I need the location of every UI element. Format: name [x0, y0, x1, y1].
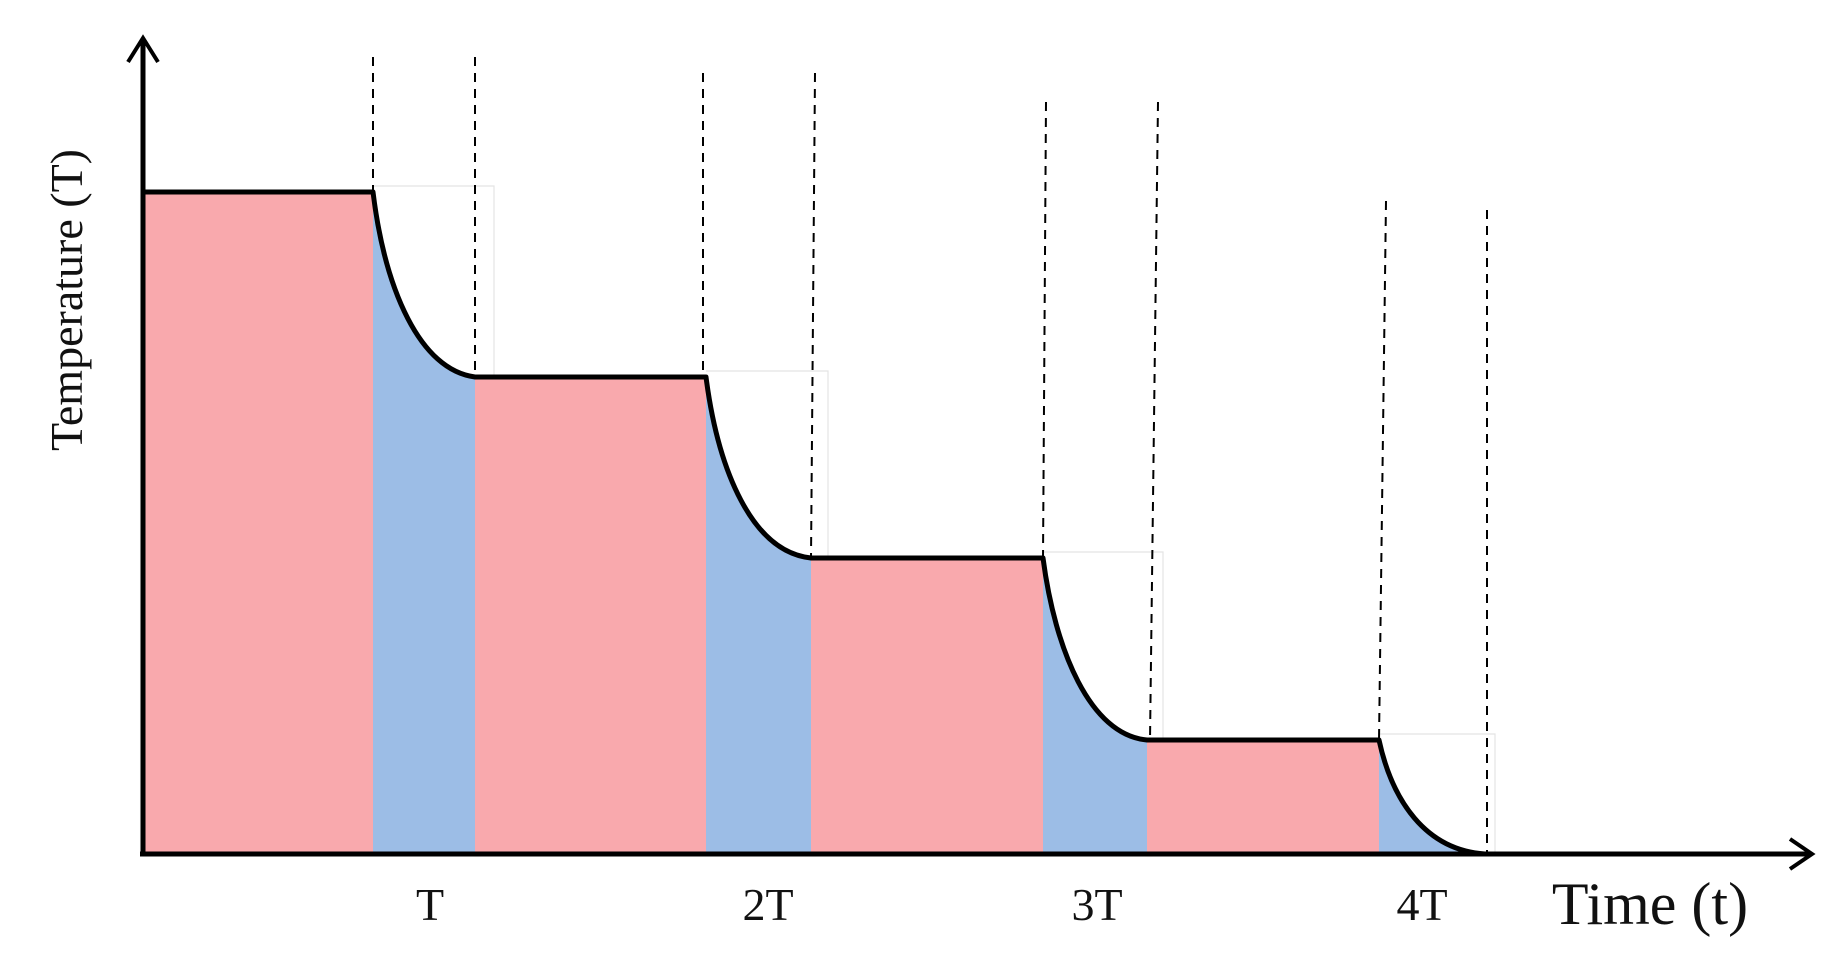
tick-label: 4T	[1396, 879, 1447, 930]
heating-block-2	[475, 377, 706, 854]
cooling-region-4	[1379, 740, 1485, 854]
cooling-regions	[373, 192, 1485, 854]
heating-block-1	[143, 192, 373, 854]
cooling-region-3	[1043, 558, 1147, 854]
cooling-region-2	[706, 377, 811, 854]
x-axis-label: Time (t)	[1552, 871, 1748, 937]
temperature-profile-curve	[143, 189, 1486, 857]
x-axis-arrowhead	[1788, 837, 1816, 871]
y-axis-label: Temperature (T)	[41, 149, 92, 451]
guide-line	[1378, 200, 1387, 741]
guide-line	[810, 72, 816, 559]
cooling-region-1	[373, 192, 475, 854]
heating-block-3	[811, 558, 1043, 854]
axes	[126, 34, 1816, 871]
tick-label: 3T	[1071, 879, 1122, 930]
tick-labels: T 2T 3T 4T	[416, 879, 1448, 930]
tick-label: T	[416, 879, 444, 930]
heating-blocks	[143, 192, 1379, 854]
tick-label: 2T	[742, 879, 793, 930]
dashed-guides	[372, 57, 1488, 854]
guide-line	[1149, 101, 1159, 741]
heating-block-4	[1147, 740, 1379, 854]
y-axis-arrowhead	[126, 34, 160, 64]
guide-line	[1042, 101, 1047, 559]
ghost-outlines	[373, 185, 1496, 854]
